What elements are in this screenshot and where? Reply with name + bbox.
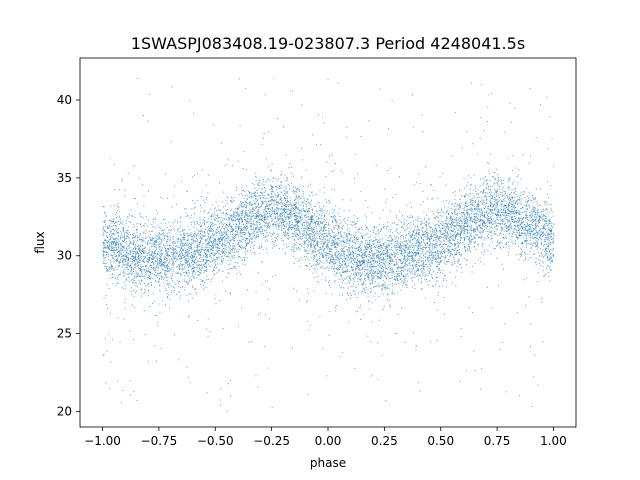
y-axis: 20 25 30 35 40 xyxy=(57,93,80,418)
data-points xyxy=(102,77,555,412)
x-tick-label: 0.50 xyxy=(427,434,454,448)
x-axis-label: phase xyxy=(310,456,346,470)
x-tick-label: −0.50 xyxy=(197,434,234,448)
y-axis-label: flux xyxy=(33,231,47,253)
x-tick-label: 0.00 xyxy=(315,434,342,448)
y-tick-label: 40 xyxy=(57,93,72,107)
x-tick-label: 1.00 xyxy=(540,434,567,448)
y-tick-label: 30 xyxy=(57,249,72,263)
y-tick-label: 20 xyxy=(57,404,72,418)
x-tick-label: −1.00 xyxy=(84,434,121,448)
x-tick-label: −0.25 xyxy=(253,434,290,448)
x-tick-label: 0.25 xyxy=(371,434,398,448)
scatter-points xyxy=(102,77,555,412)
chart-title: 1SWASPJ083408.19-023807.3 Period 4248041… xyxy=(131,34,525,53)
y-tick-label: 25 xyxy=(57,327,72,341)
y-tick-label: 35 xyxy=(57,171,72,185)
x-tick-label: −0.75 xyxy=(141,434,178,448)
x-axis: −1.00 −0.75 −0.50 −0.25 0.00 0.25 0.50 0.75 1.00 xyxy=(84,427,567,448)
x-tick-label: 0.75 xyxy=(484,434,511,448)
